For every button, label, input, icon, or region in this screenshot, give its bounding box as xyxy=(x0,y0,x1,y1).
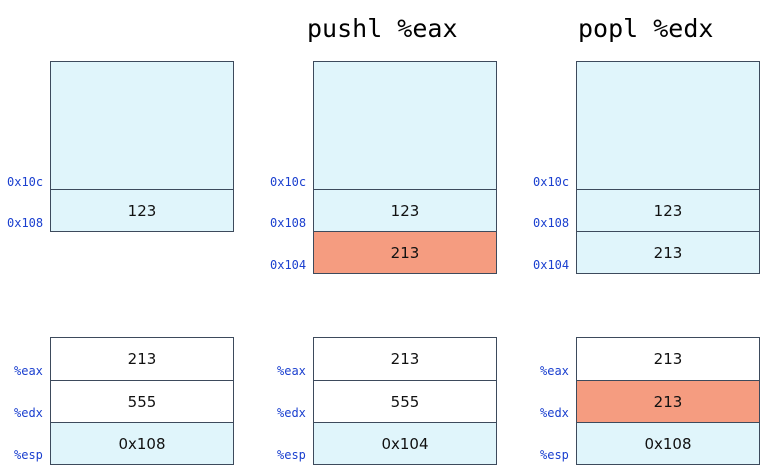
address-label: 0x108 xyxy=(270,216,307,230)
address-label: 0x10c xyxy=(7,175,44,189)
register-value: 213 xyxy=(314,338,496,380)
register-value: 0x108 xyxy=(577,422,759,464)
stack-memory: 123 213 xyxy=(576,61,760,274)
register-value: 213 xyxy=(577,380,759,422)
address-label: 0x10c xyxy=(270,175,307,189)
registers: 213 555 0x104 xyxy=(313,337,497,465)
register-name: %eax xyxy=(14,364,43,378)
stack-memory: 123 xyxy=(50,61,234,232)
stack-cell: 213 xyxy=(314,231,496,273)
register-value: 0x108 xyxy=(51,422,233,464)
register-name: %eax xyxy=(277,364,306,378)
panel-title: popl %edx xyxy=(578,14,714,43)
register-name: %edx xyxy=(540,406,569,420)
panel-title: pushl %eax xyxy=(307,14,458,43)
address-label: 0x108 xyxy=(533,216,570,230)
register-name: %edx xyxy=(14,406,43,420)
stack-memory: 123 213 xyxy=(313,61,497,274)
address-label: 0x104 xyxy=(533,258,570,272)
register-name: %eax xyxy=(540,364,569,378)
register-value: 213 xyxy=(577,338,759,380)
register-name: %esp xyxy=(540,448,569,462)
address-label: 0x108 xyxy=(7,216,44,230)
address-label: 0x10c xyxy=(533,175,570,189)
stack-cell: 213 xyxy=(577,231,759,273)
stack-cell: 123 xyxy=(577,189,759,231)
registers: 213 213 0x108 xyxy=(576,337,760,465)
register-value: 213 xyxy=(51,338,233,380)
register-value: 0x104 xyxy=(314,422,496,464)
register-value: 555 xyxy=(51,380,233,422)
register-value: 555 xyxy=(314,380,496,422)
register-name: %edx xyxy=(277,406,306,420)
register-name: %esp xyxy=(277,448,306,462)
stack-cell: 123 xyxy=(51,189,233,231)
stack-cell: 123 xyxy=(314,189,496,231)
registers: 213 555 0x108 xyxy=(50,337,234,465)
register-name: %esp xyxy=(14,448,43,462)
address-label: 0x104 xyxy=(270,258,307,272)
